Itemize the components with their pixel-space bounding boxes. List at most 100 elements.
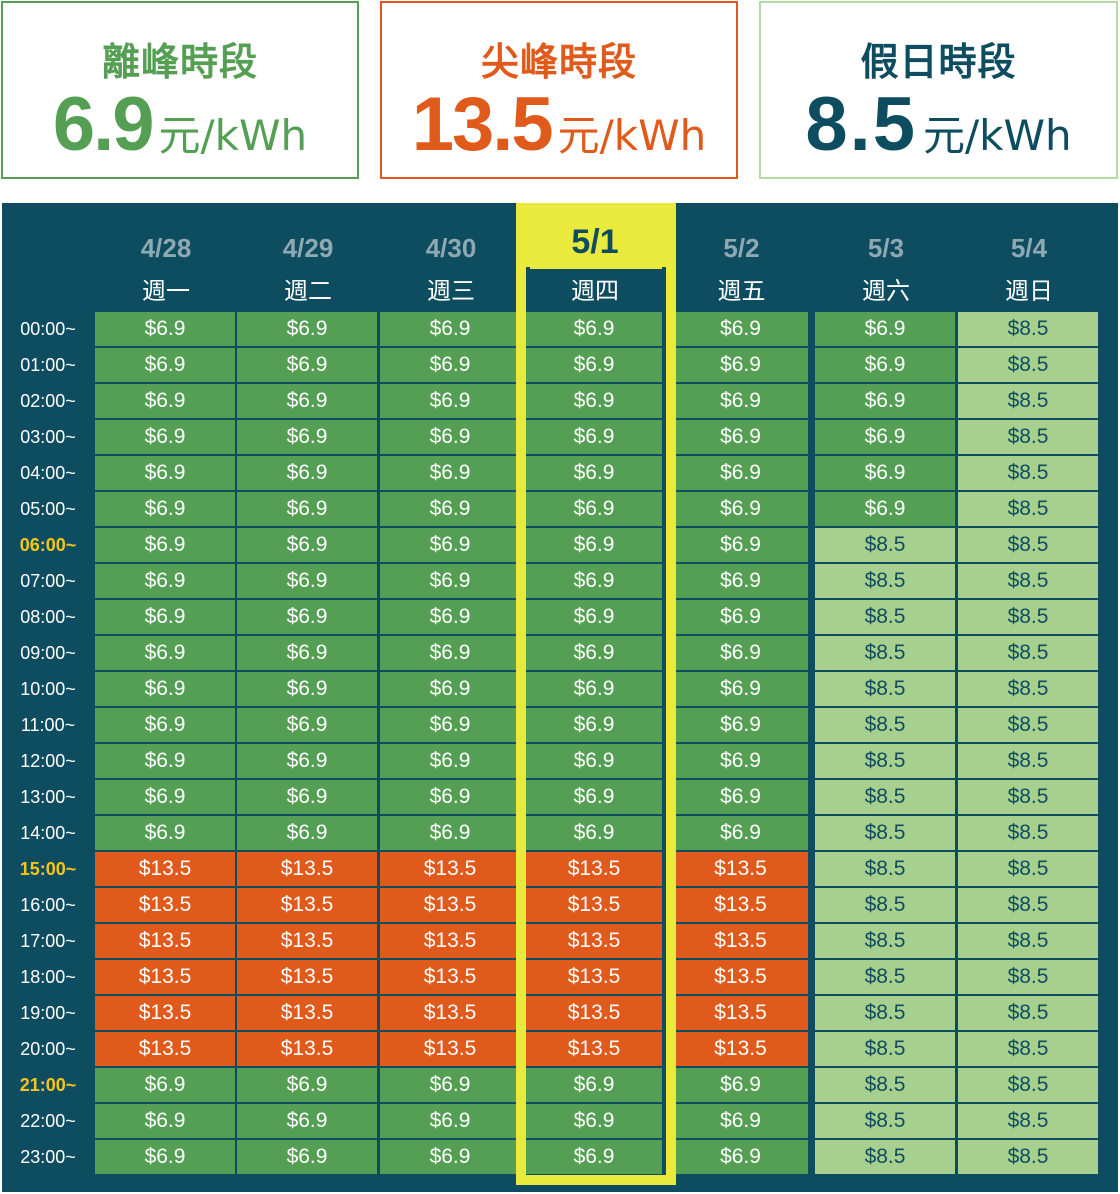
holiday-title: 假日時段 [860, 40, 1017, 84]
rate-cell: $6.9 [380, 672, 520, 706]
rate-cell: $8.5 [958, 708, 1098, 742]
rate-cell: $6.9 [95, 492, 235, 526]
rate-cell: $6.9 [526, 636, 662, 670]
time-label: 09:00~ [20, 643, 76, 663]
day-weekday: 週一 [142, 277, 190, 305]
rate-cell: $8.5 [958, 924, 1098, 958]
offpeak-title: 離峰時段 [101, 40, 258, 84]
time-label: 15:00~ [19, 859, 77, 879]
time-label: 17:00~ [20, 931, 76, 951]
rate-cell: $13.5 [380, 924, 520, 958]
rate-cell: $8.5 [958, 420, 1098, 454]
rate-cell: $8.5 [815, 528, 955, 562]
rate-cell: $13.5 [526, 996, 662, 1030]
rate-cell: $6.9 [95, 744, 235, 778]
rate-cell: $8.5 [958, 1140, 1098, 1174]
time-label: 13:00~ [20, 787, 76, 807]
day-date: 5/3 [867, 233, 905, 263]
rate-cell: $6.9 [673, 384, 808, 418]
day-header: 5/4 週日 [958, 203, 1100, 311]
time-label: 23:00~ [20, 1147, 76, 1167]
rate-cell: $13.5 [237, 996, 377, 1030]
rate-cell: $6.9 [815, 492, 955, 526]
rate-cell: $6.9 [380, 636, 520, 670]
rate-cell: $6.9 [673, 564, 808, 598]
offpeak-value: 6.9 [52, 82, 155, 167]
rate-cell: $6.9 [237, 1140, 377, 1174]
rate-cell: $6.9 [95, 456, 235, 490]
rate-cell: $6.9 [95, 780, 235, 814]
rate-cell: $6.9 [95, 600, 235, 634]
rate-cell: $13.5 [380, 852, 520, 886]
time-label: 20:00~ [20, 1039, 76, 1059]
rate-cell: $6.9 [237, 816, 377, 850]
rate-cell: $6.9 [673, 744, 808, 778]
rate-cell: $6.9 [526, 600, 662, 634]
rate-cell: $6.9 [380, 348, 520, 382]
rate-cell: $13.5 [526, 852, 662, 886]
rate-cell: $6.9 [237, 528, 377, 562]
time-label: 12:00~ [20, 751, 76, 771]
rate-cell: $8.5 [958, 636, 1098, 670]
rate-cell: $6.9 [526, 312, 662, 346]
offpeak-unit: 元/kWh [158, 111, 308, 160]
rate-cell: $6.9 [380, 456, 520, 490]
day-date: 4/30 [425, 233, 477, 263]
rate-cell: $6.9 [237, 384, 377, 418]
day-header: 4/30 週三 [380, 203, 522, 311]
rate-cell: $13.5 [673, 1032, 808, 1066]
rate-cell: $13.5 [673, 888, 808, 922]
rate-cell: $13.5 [237, 852, 377, 886]
rate-cell: $8.5 [958, 564, 1098, 598]
rate-cell: $13.5 [95, 924, 235, 958]
rate-cell: $13.5 [380, 960, 520, 994]
rate-cell: $8.5 [958, 312, 1098, 346]
rate-cell: $6.9 [673, 600, 808, 634]
rate-cell: $13.5 [673, 996, 808, 1030]
rate-cell: $8.5 [958, 780, 1098, 814]
time-label: 07:00~ [20, 571, 76, 591]
time-label: 08:00~ [20, 607, 76, 627]
rate-cell: $6.9 [380, 1068, 520, 1102]
rate-cell: $6.9 [526, 816, 662, 850]
rate-cell: $8.5 [958, 1068, 1098, 1102]
rate-cell: $6.9 [380, 744, 520, 778]
rate-cell: $6.9 [380, 816, 520, 850]
holiday-rate-card: 假日時段 8.5 元/kWh [759, 1, 1118, 179]
rate-cell: $6.9 [673, 1140, 808, 1174]
time-label: 22:00~ [20, 1111, 76, 1131]
rate-cell: $8.5 [815, 960, 955, 994]
rate-cell: $6.9 [815, 456, 955, 490]
rate-cell: $6.9 [380, 312, 520, 346]
time-label: 21:00~ [19, 1075, 77, 1095]
rate-cell: $8.5 [815, 744, 955, 778]
rate-cell: $6.9 [526, 744, 662, 778]
rate-cell: $6.9 [673, 1068, 808, 1102]
rate-cell: $8.5 [815, 816, 955, 850]
rate-cell: $6.9 [815, 348, 955, 382]
rate-cell: $8.5 [815, 1104, 955, 1138]
rate-cell: $6.9 [95, 528, 235, 562]
rate-cell: $6.9 [673, 780, 808, 814]
peak-unit: 元/kWh [557, 111, 707, 160]
rate-cell: $8.5 [815, 852, 955, 886]
day-weekday: 週四 [571, 277, 619, 305]
peak-title: 尖峰時段 [480, 40, 637, 84]
offpeak-rate-card: 離峰時段 6.9 元/kWh [1, 1, 359, 179]
rate-cell: $8.5 [958, 852, 1098, 886]
day-header: 4/28 週一 [95, 203, 237, 311]
rate-cell: $8.5 [958, 888, 1098, 922]
rate-cell: $6.9 [237, 1068, 377, 1102]
rate-cell: $6.9 [237, 600, 377, 634]
rate-cell: $8.5 [958, 744, 1098, 778]
time-label: 11:00~ [20, 715, 76, 735]
rate-cell: $6.9 [237, 348, 377, 382]
peak-value: 13.5 [411, 82, 554, 167]
rate-cell: $6.9 [380, 564, 520, 598]
rate-cell: $6.9 [380, 384, 520, 418]
rate-cell: $6.9 [95, 816, 235, 850]
rate-cell: $6.9 [380, 600, 520, 634]
time-label: 14:00~ [20, 823, 76, 843]
rate-schedule-table: 4/28 週一 4/29 週二 4/30 週三 5/1 週四 5/2 週五 5/3 週六 5/4 週日 00… [2, 203, 1118, 1192]
rate-cell: $6.9 [237, 312, 377, 346]
